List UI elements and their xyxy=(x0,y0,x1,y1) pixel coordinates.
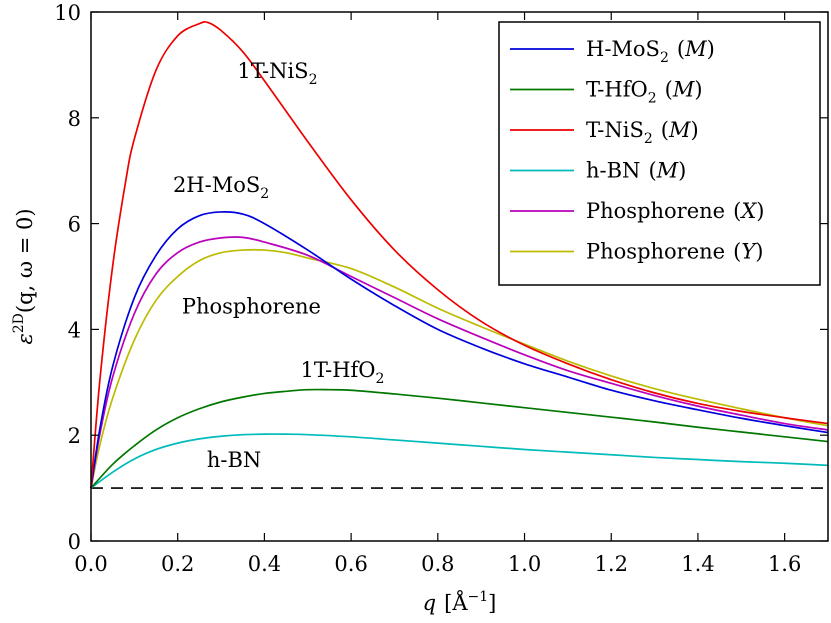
annotation-hbn: h-BN xyxy=(207,448,261,472)
x-tick-label: 0.4 xyxy=(248,552,281,576)
y-tick-label: 8 xyxy=(68,107,81,131)
x-axis-label-var: q xyxy=(423,591,436,615)
legend-entry: Phosphorene (X) xyxy=(586,199,764,223)
legend-entry: Phosphorene (Y) xyxy=(586,240,763,264)
legend-box xyxy=(498,21,821,286)
legend-entry: T-NiS2 (M) xyxy=(586,118,699,147)
series-line-t-nis2 xyxy=(90,20,829,489)
y-tick-label: 4 xyxy=(68,318,81,342)
series-line-phosphorene-y- xyxy=(90,248,829,489)
legend: H-MoS2 (M) T-HfO2 (M) T-NiS2 (M) h-BN (M) Phosph… xyxy=(498,21,821,286)
annotation-mos2: 2H-MoS2 xyxy=(173,173,269,202)
series-line-t-hfo2 xyxy=(90,388,829,489)
curve-annotations: 1T-NiS2 2H-MoS2 Phosphorene 1T-HfO2 h-BN xyxy=(173,59,384,472)
x-tick-label: 0.8 xyxy=(421,552,454,576)
axis-ticks: 0.0 0.2 0.4 0.6 0.8 1.0 1.2 1.4 1.6 0 2 4 6 8 10 xyxy=(54,1,828,576)
y-axis-label-eps: ε xyxy=(13,333,37,344)
x-tick-label: 1.6 xyxy=(768,552,801,576)
x-axis-label-sup: −1 xyxy=(467,589,488,605)
y-tick-label: 2 xyxy=(68,424,81,448)
x-tick-label: 1.2 xyxy=(595,552,628,576)
y-tick-label: 0 xyxy=(68,530,81,554)
y-axis-label-args: (q, ω = 0) xyxy=(13,208,37,313)
x-tick-label: 1.4 xyxy=(681,552,714,576)
series-line-h-mos2 xyxy=(90,211,829,489)
legend-entry: H-MoS2 (M) xyxy=(586,37,715,66)
x-tick-label: 1.0 xyxy=(508,552,541,576)
series-line-phosphorene-x- xyxy=(90,236,829,489)
plot-lines xyxy=(90,20,829,489)
legend-entry: T-HfO2 (M) xyxy=(586,78,703,107)
x-axis-label-unit: [Å xyxy=(444,590,468,615)
x-tick-label: 0.2 xyxy=(161,552,194,576)
annotation-phos: Phosphorene xyxy=(182,295,321,319)
y-tick-label: 10 xyxy=(54,1,81,25)
x-tick-label: 0.6 xyxy=(334,552,367,576)
annotation-nis2: 1T-NiS2 xyxy=(237,59,317,88)
plot-frame xyxy=(90,11,829,542)
y-tick-label: 6 xyxy=(68,213,81,237)
y-axis-label-sup: 2D xyxy=(11,313,27,333)
y-axis-label: ε2D(q, ω = 0) xyxy=(11,208,37,344)
x-tick-label: 0.0 xyxy=(74,552,107,576)
legend-entry: h-BN (M) xyxy=(586,159,686,183)
series-line-h-bn xyxy=(90,433,829,489)
annotation-hfo2: 1T-HfO2 xyxy=(300,358,384,387)
x-axis-label: q [Å−1] xyxy=(423,589,497,615)
x-axis-label-close: ] xyxy=(488,591,496,615)
